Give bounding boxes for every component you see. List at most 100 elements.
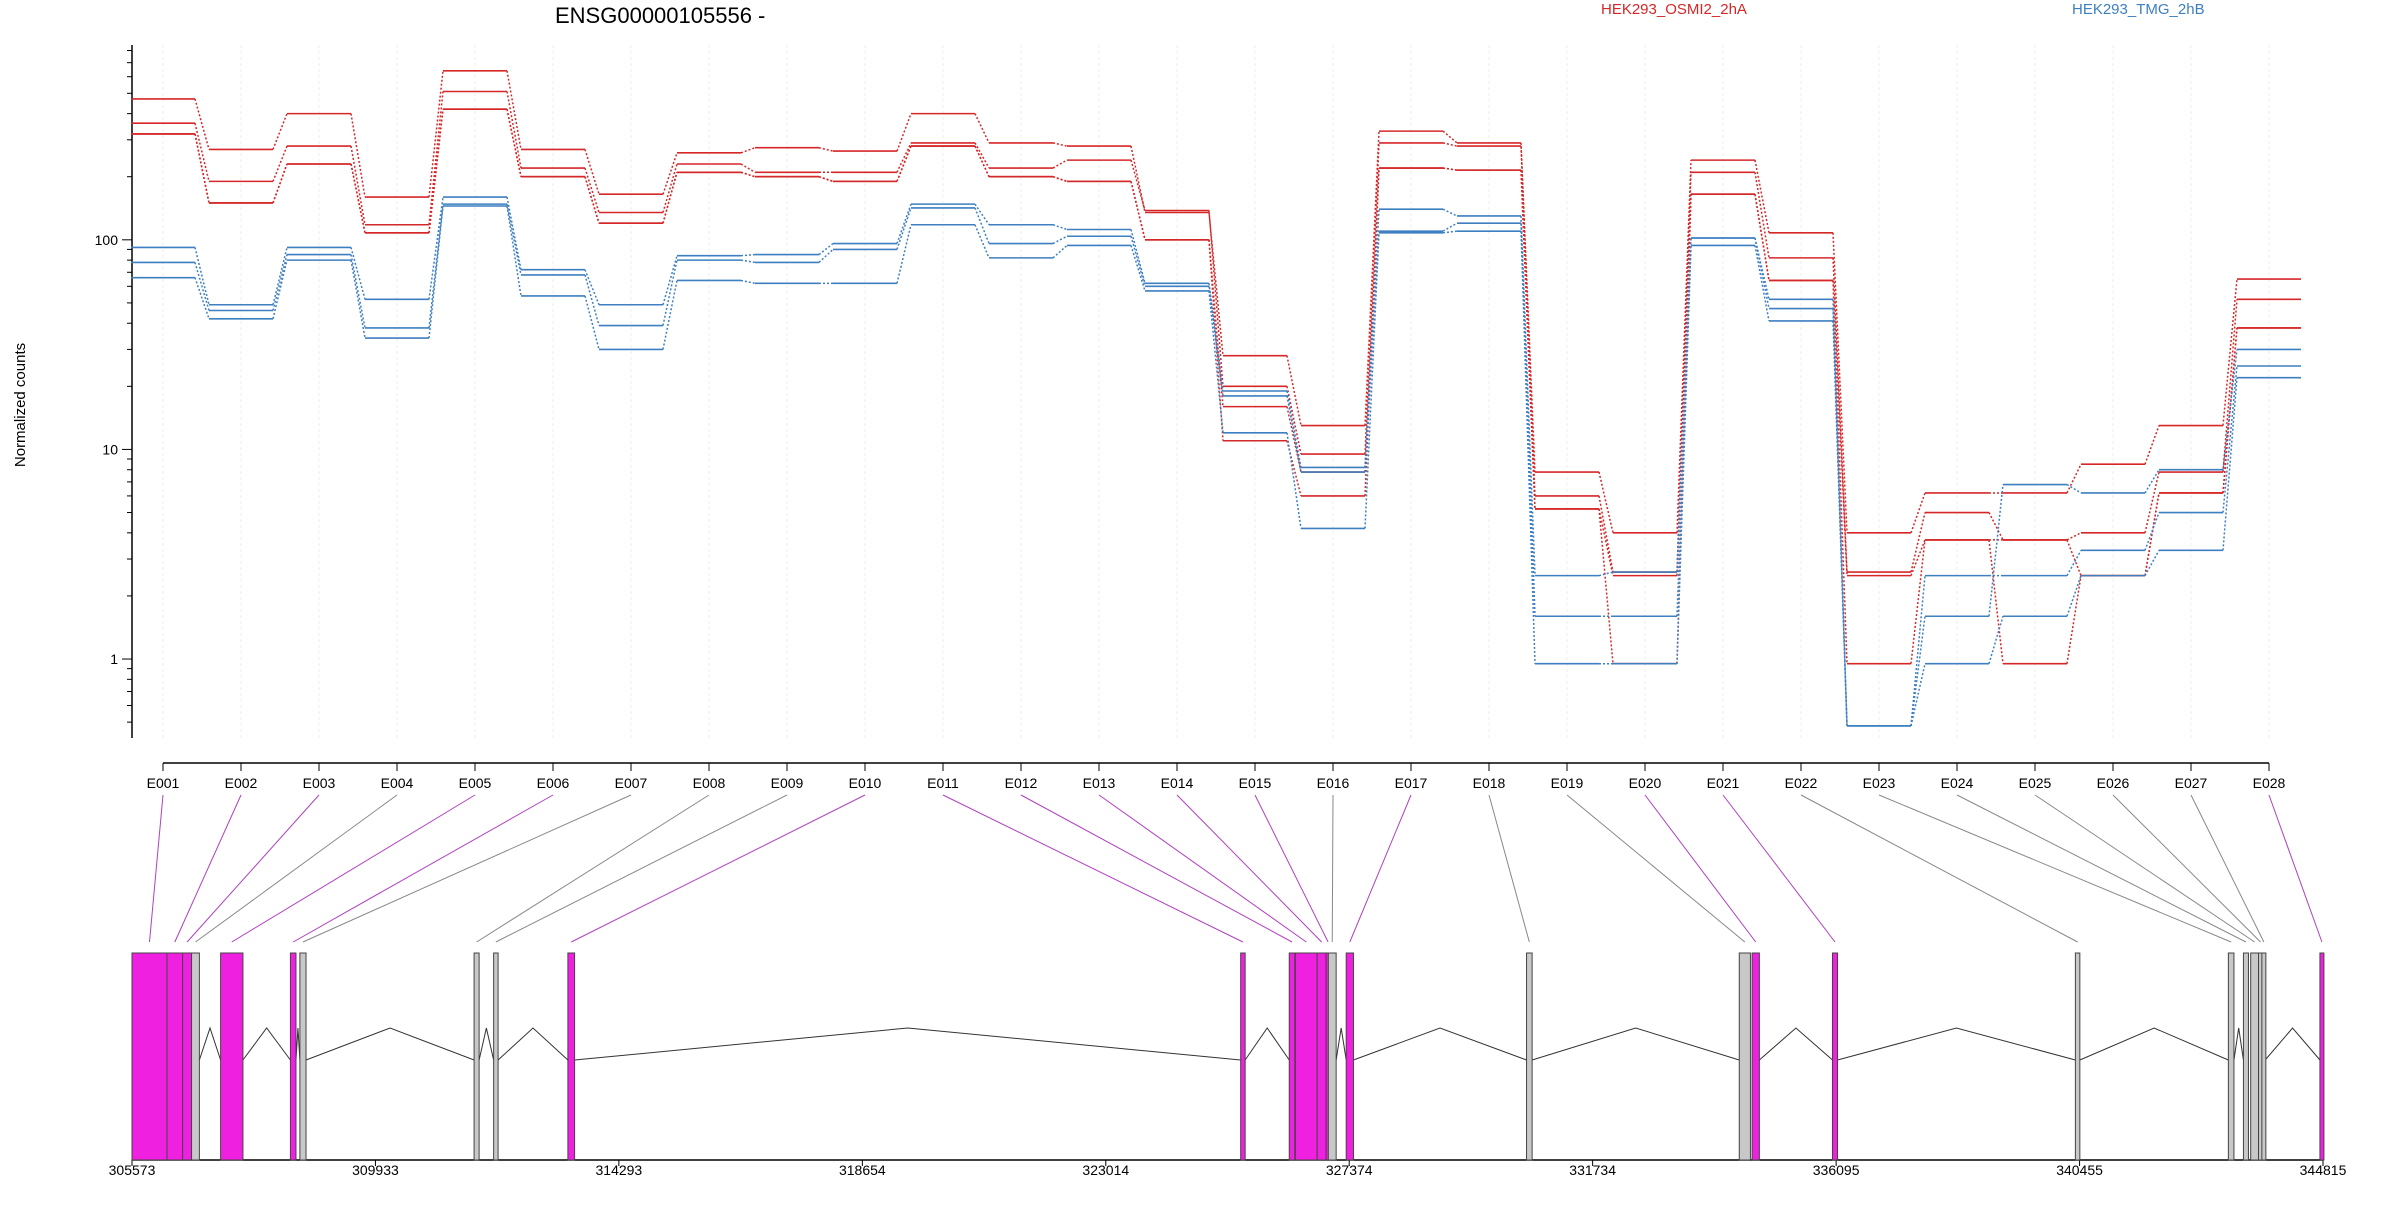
series-connector <box>740 163 756 173</box>
series-connector <box>974 207 990 244</box>
exon-box <box>1288 952 1296 1161</box>
exon-box <box>1345 952 1354 1161</box>
series-connector <box>2066 539 2082 576</box>
series-connector <box>194 98 210 150</box>
series-connector <box>1364 168 1380 496</box>
x-tick-label: E001 <box>147 775 180 791</box>
series-connector <box>350 163 366 233</box>
series-connector <box>1598 571 1614 577</box>
exon-connector <box>1331 794 1334 943</box>
series-connector <box>506 91 522 169</box>
series-connector <box>662 163 678 213</box>
series-connector <box>740 279 756 285</box>
series-connector <box>662 172 678 224</box>
series-connector <box>1988 616 2004 664</box>
series-connector <box>2222 299 2238 473</box>
series-connector <box>1286 406 1302 473</box>
series-connector <box>506 109 522 177</box>
exon-connector <box>2268 794 2323 943</box>
exon-box <box>2250 952 2260 1161</box>
exon-connector <box>1644 794 1757 943</box>
series-connector <box>272 259 288 319</box>
series-HEK293_TMG_2hB-5 <box>131 203 2301 727</box>
series-connector <box>2144 512 2160 551</box>
exon-box <box>1738 952 1751 1161</box>
exon-connector <box>1722 794 1836 943</box>
series-connector <box>2222 365 2238 513</box>
exon-connector <box>2034 794 2255 943</box>
series-connector <box>1442 130 1458 144</box>
series-connector <box>662 280 678 350</box>
exon-box <box>299 952 307 1161</box>
x-tick-label: E016 <box>1317 775 1350 791</box>
exon-connector <box>1176 794 1322 943</box>
series-connector <box>1910 575 1926 726</box>
x-tick-label: E004 <box>381 775 414 791</box>
exon-box <box>220 952 244 1161</box>
series-connector <box>1910 539 1926 664</box>
series-connector <box>194 262 210 311</box>
y-tick-label: 1 <box>110 651 118 667</box>
exon-connector <box>1878 794 2232 943</box>
series-connector <box>2144 492 2160 576</box>
series-connector <box>2144 425 2160 465</box>
exon-connector <box>231 794 476 943</box>
exon-connector <box>571 794 866 943</box>
genomic-tick-label: 336095 <box>1813 1162 1860 1178</box>
series-connector <box>1364 131 1380 426</box>
exon-connector <box>1098 794 1307 943</box>
exon-connector <box>1488 794 1530 943</box>
series-connector <box>896 113 912 152</box>
chart-title: ENSG00000105556 - <box>555 3 765 28</box>
x-tick-label: E027 <box>2175 775 2208 791</box>
series-connector <box>272 254 288 311</box>
series-connector <box>740 171 756 178</box>
series-connector <box>1676 237 1692 617</box>
exon-box <box>289 952 297 1161</box>
series-connector <box>1052 224 1068 231</box>
series-connector <box>1052 176 1068 183</box>
series-connector <box>272 163 288 204</box>
series-connector <box>350 163 366 233</box>
series-connector <box>350 145 366 225</box>
x-tick-label: E021 <box>1707 775 1740 791</box>
series-connector <box>428 91 444 225</box>
series-connector <box>506 109 522 177</box>
x-tick-label: E015 <box>1239 775 1272 791</box>
series-connector <box>1442 142 1458 147</box>
exon-connector <box>1349 794 1412 943</box>
exon-connector <box>495 794 788 943</box>
series-connector <box>1988 512 2004 541</box>
intron-line <box>198 1026 222 1061</box>
exon-connector <box>186 794 320 943</box>
series-connector <box>194 133 210 204</box>
series-connector <box>2066 549 2082 576</box>
series-connector <box>1286 386 1302 455</box>
genomic-tick-label: 314293 <box>596 1162 643 1178</box>
exon-box <box>2319 952 2325 1161</box>
series-connector <box>506 203 522 276</box>
genomic-tick-label: 327374 <box>1326 1162 1373 1178</box>
series-connector <box>1364 142 1380 455</box>
series-connector <box>2066 532 2082 541</box>
x-tick-label: E002 <box>225 775 258 791</box>
series-connector <box>194 277 210 320</box>
series-connector <box>974 113 990 144</box>
exon-box <box>182 952 193 1161</box>
intron-line <box>574 1027 1241 1061</box>
series-connector <box>1754 194 1770 281</box>
genomic-tick-label: 309933 <box>352 1162 399 1178</box>
series-connector <box>350 259 366 339</box>
exon-box <box>1240 952 1246 1161</box>
series-connector <box>1988 539 2004 664</box>
exon-connector <box>2190 794 2265 943</box>
x-tick-label: E009 <box>771 775 804 791</box>
exon-box <box>1832 952 1839 1161</box>
series-connector <box>1754 237 1770 300</box>
series-connector <box>1130 245 1146 292</box>
x-tick-label: E005 <box>459 775 492 791</box>
legend-label-tmg: HEK293_TMG_2hB <box>2072 1 2205 18</box>
series-connector <box>1364 232 1380 529</box>
series-connector <box>1598 495 1614 573</box>
